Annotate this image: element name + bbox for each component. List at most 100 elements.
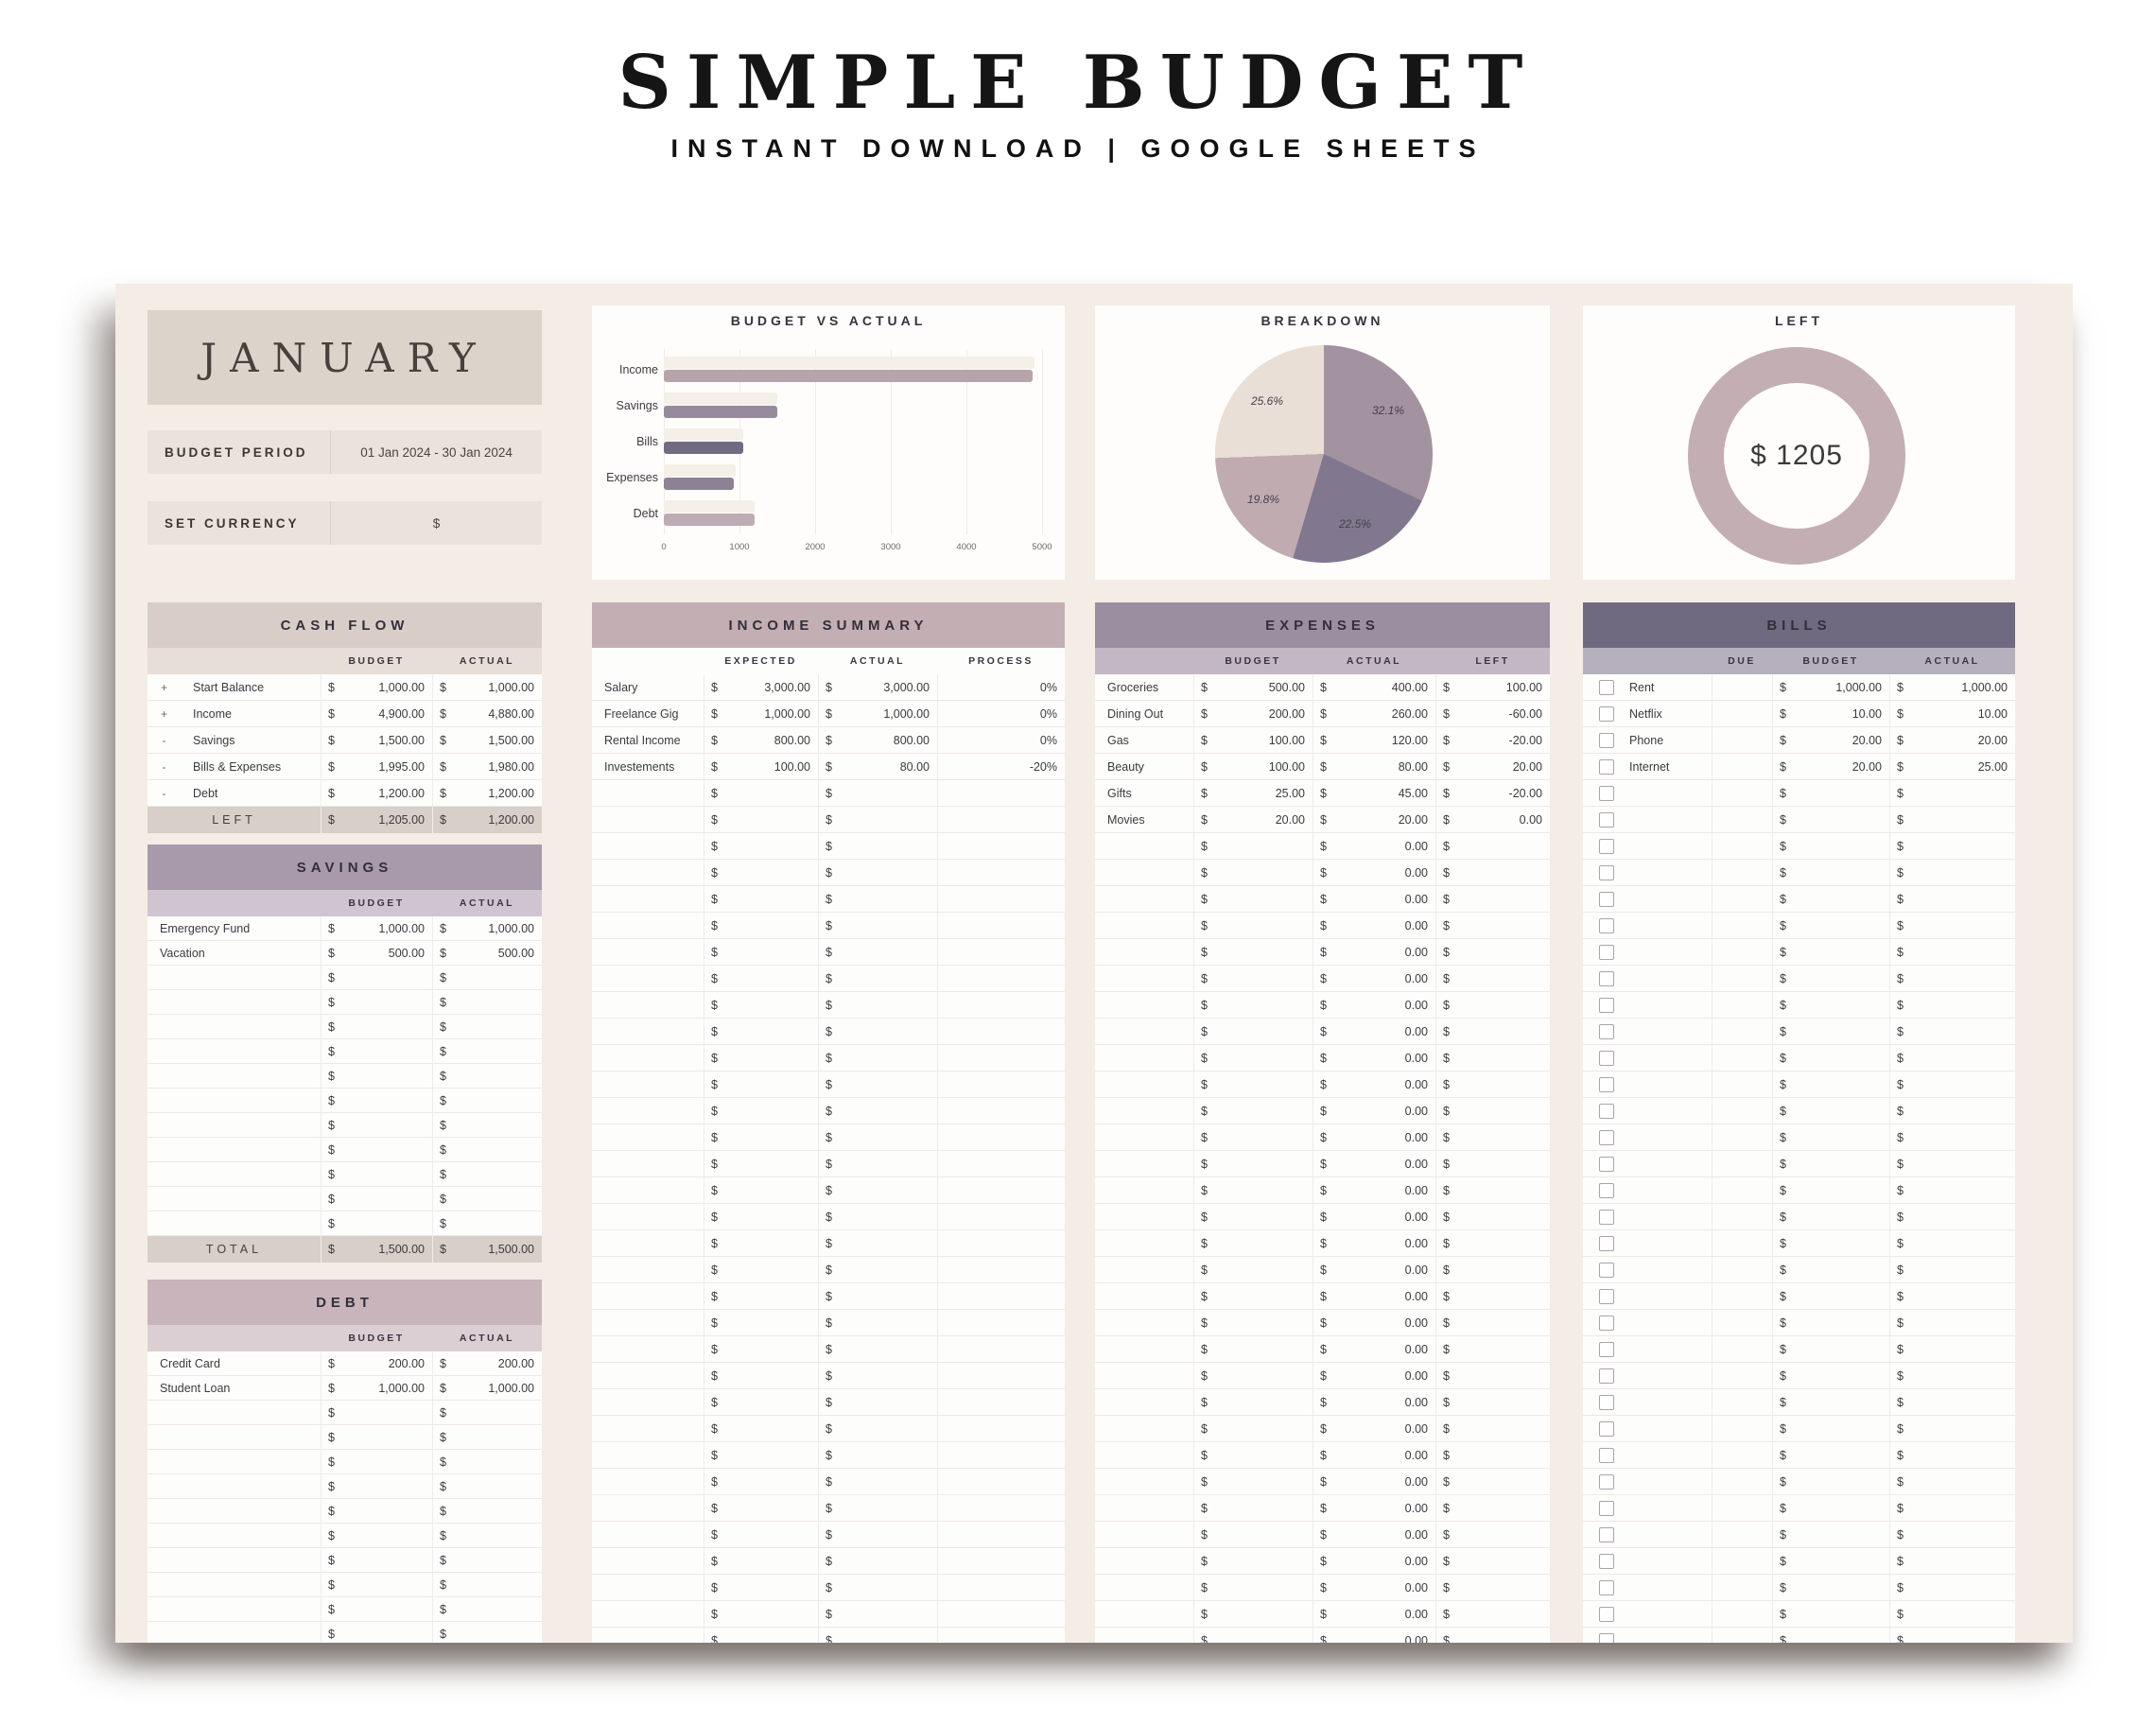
cell[interactable] <box>728 886 818 913</box>
cell[interactable]: $ <box>818 780 843 807</box>
cell[interactable]: $ <box>432 1597 457 1622</box>
cell[interactable]: $ <box>704 1310 728 1336</box>
cell[interactable]: 1,500.00 <box>345 727 432 754</box>
cell[interactable] <box>592 1628 704 1643</box>
cell[interactable] <box>1095 1442 1193 1469</box>
cell[interactable]: $ <box>1313 966 1337 992</box>
cell[interactable] <box>148 1138 321 1162</box>
cell[interactable] <box>1712 701 1772 727</box>
checkbox-cell[interactable] <box>1583 727 1617 754</box>
cell[interactable]: 100.00 <box>1218 727 1313 754</box>
cell[interactable] <box>1912 1416 2015 1442</box>
cell[interactable] <box>1218 1151 1313 1177</box>
cell[interactable] <box>1712 939 1772 966</box>
cell[interactable]: 0.00 <box>1337 1416 1435 1442</box>
cell[interactable] <box>728 1204 818 1230</box>
cell[interactable] <box>1218 1045 1313 1072</box>
cell[interactable]: 3,000.00 <box>843 674 937 701</box>
cell[interactable]: $ <box>704 1442 728 1469</box>
cell[interactable]: $ <box>321 1376 345 1401</box>
cell[interactable]: $ <box>1193 1628 1218 1643</box>
cell[interactable]: 0.00 <box>1337 1310 1435 1336</box>
cell[interactable] <box>1712 1495 1772 1522</box>
checkbox-cell[interactable] <box>1583 1283 1617 1310</box>
cell[interactable] <box>1617 1469 1712 1495</box>
cell[interactable]: $ <box>432 1113 457 1138</box>
cell[interactable] <box>1795 1601 1889 1628</box>
cell[interactable]: $ <box>432 990 457 1015</box>
cell[interactable]: $ <box>818 1045 843 1072</box>
cell[interactable] <box>1795 1230 1889 1257</box>
cell[interactable] <box>345 966 432 990</box>
bill-checkbox[interactable] <box>1599 1103 1614 1119</box>
cell[interactable] <box>1795 1257 1889 1283</box>
cell[interactable]: $ <box>704 992 728 1019</box>
bill-checkbox[interactable] <box>1599 970 1614 986</box>
cell[interactable]: $ <box>1313 1072 1337 1098</box>
cell[interactable]: $ <box>704 1204 728 1230</box>
cell[interactable] <box>592 1098 704 1124</box>
checkbox-cell[interactable] <box>1583 1389 1617 1416</box>
cell[interactable] <box>937 1575 1065 1601</box>
cell[interactable]: $ <box>1772 1177 1795 1204</box>
bill-checkbox[interactable] <box>1599 838 1614 854</box>
cell[interactable] <box>728 992 818 1019</box>
cell[interactable]: $ <box>1435 1204 1460 1230</box>
cell[interactable] <box>1912 1257 2015 1283</box>
cell[interactable] <box>1095 939 1193 966</box>
cell[interactable]: $ <box>1435 913 1460 939</box>
cell[interactable] <box>728 1072 818 1098</box>
cell[interactable]: $ <box>432 1138 457 1162</box>
cell[interactable] <box>1617 1442 1712 1469</box>
cell[interactable] <box>457 1524 542 1548</box>
cell[interactable] <box>345 1573 432 1597</box>
bill-checkbox[interactable] <box>1599 1341 1614 1357</box>
cell[interactable]: Phone <box>1617 727 1712 754</box>
cell[interactable] <box>1218 886 1313 913</box>
cell[interactable] <box>1617 1283 1712 1310</box>
cell[interactable] <box>1712 1151 1772 1177</box>
cell[interactable]: $ <box>818 1336 843 1363</box>
cell[interactable] <box>1712 1230 1772 1257</box>
cell[interactable]: $ <box>818 674 843 701</box>
cell[interactable] <box>728 966 818 992</box>
cell[interactable] <box>345 1089 432 1113</box>
cell[interactable] <box>592 1522 704 1548</box>
cell[interactable]: 0.00 <box>1337 1469 1435 1495</box>
cell[interactable] <box>1460 1363 1550 1389</box>
cell[interactable] <box>728 1389 818 1416</box>
cell[interactable] <box>1712 1601 1772 1628</box>
bill-checkbox[interactable] <box>1599 1500 1614 1516</box>
checkbox-cell[interactable] <box>1583 939 1617 966</box>
cell[interactable]: - <box>148 727 181 754</box>
cell[interactable]: $ <box>704 1019 728 1045</box>
bill-checkbox[interactable] <box>1599 917 1614 933</box>
cell[interactable] <box>1912 939 2015 966</box>
cell[interactable]: 200.00 <box>1218 701 1313 727</box>
cell[interactable] <box>592 833 704 860</box>
cell[interactable] <box>1460 966 1550 992</box>
cell[interactable]: $ <box>432 1573 457 1597</box>
cell[interactable]: 100.00 <box>728 754 818 780</box>
cell[interactable]: Credit Card <box>148 1351 321 1376</box>
cell[interactable]: $ <box>704 886 728 913</box>
cell[interactable] <box>937 1072 1065 1098</box>
cell[interactable]: $ <box>1889 913 1912 939</box>
cell[interactable]: Vacation <box>148 941 321 966</box>
cell[interactable] <box>1912 1124 2015 1151</box>
cell[interactable]: Salary <box>592 674 704 701</box>
cell[interactable]: 10.00 <box>1795 701 1889 727</box>
cell[interactable] <box>1218 966 1313 992</box>
cell[interactable] <box>148 1064 321 1089</box>
checkbox-cell[interactable] <box>1583 754 1617 780</box>
cell[interactable]: $ <box>704 966 728 992</box>
cell[interactable]: $ <box>1313 780 1337 807</box>
cell[interactable] <box>937 913 1065 939</box>
cell[interactable]: $ <box>321 1015 345 1039</box>
cell[interactable] <box>1218 1442 1313 1469</box>
cell[interactable]: $ <box>1889 1310 1912 1336</box>
cell[interactable]: $ <box>818 1072 843 1098</box>
cell[interactable]: $ <box>432 1236 457 1263</box>
cell[interactable]: - <box>148 780 181 807</box>
cell[interactable]: 0% <box>937 701 1065 727</box>
